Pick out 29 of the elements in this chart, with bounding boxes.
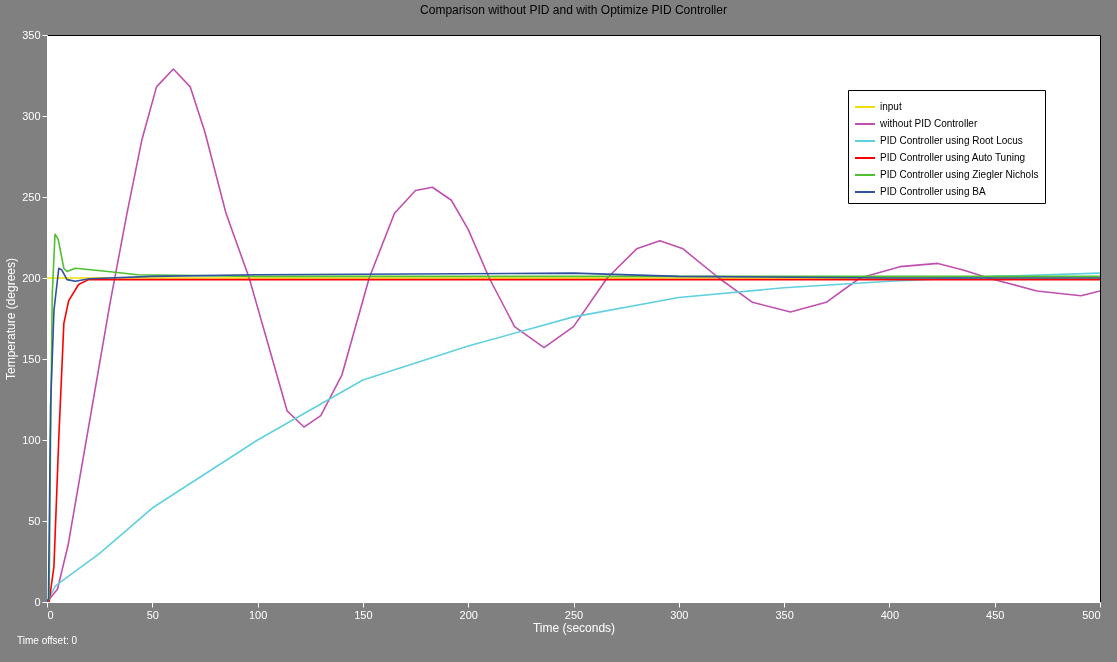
legend-label: PID Controller using Root Locus <box>880 135 1023 146</box>
legend-label: PID Controller using Ziegler Nichols <box>880 169 1039 180</box>
y-tick-label: 350 <box>22 28 41 41</box>
y-tick-label: 200 <box>22 271 41 284</box>
x-tick-label: 450 <box>986 608 1005 621</box>
x-tick-label: 150 <box>354 608 373 621</box>
x-tick-label: 50 <box>146 608 159 621</box>
x-tick-label: 250 <box>564 608 584 621</box>
x-axis-title: Time (seconds) <box>532 620 616 635</box>
x-tick-label: 400 <box>880 608 900 621</box>
x-tick-label: 350 <box>775 608 794 621</box>
chart-title: Comparison without PID and with Optimize PID Controller <box>420 3 727 17</box>
x-tick-label: 300 <box>670 608 689 621</box>
text: Time offset: 0 <box>17 635 78 646</box>
y-tick-label: 250 <box>22 190 41 203</box>
y-tick-label: 100 <box>22 433 41 446</box>
legend-label: without PID Controller <box>879 118 978 129</box>
y-axis-title: Temperature (degrees) <box>4 257 19 381</box>
legend-label: PID Controller using BA <box>880 186 986 197</box>
x-tick-label: 500 <box>1082 608 1101 621</box>
y-tick-label: 300 <box>22 109 41 122</box>
legend-label: input <box>880 101 902 112</box>
x-tick-label: 200 <box>459 608 478 621</box>
legend-label: PID Controller using Auto Tuning <box>880 152 1026 163</box>
x-tick-label: 0 <box>47 608 54 621</box>
x-tick-label: 100 <box>248 608 268 621</box>
y-tick-label: 0 <box>34 595 41 608</box>
y-tick-label: 150 <box>22 352 41 365</box>
y-tick-label: 50 <box>28 514 41 527</box>
